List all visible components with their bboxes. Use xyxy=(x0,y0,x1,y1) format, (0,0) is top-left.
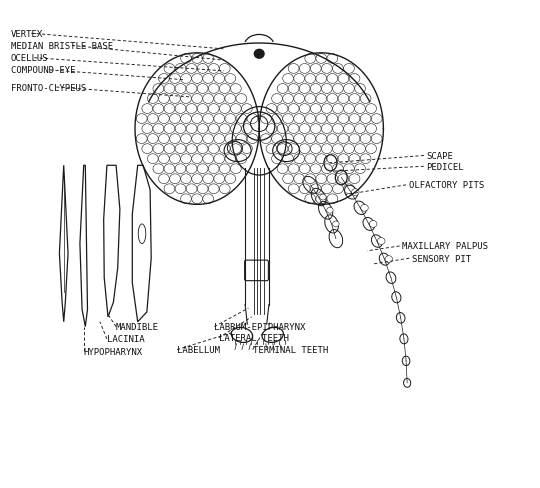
Text: MAXILLARY PALPUS: MAXILLARY PALPUS xyxy=(402,242,488,251)
Text: HYPOPHARYNX: HYPOPHARYNX xyxy=(84,347,143,356)
Text: LATERAL TEETH: LATERAL TEETH xyxy=(219,334,288,343)
Text: SCAPE: SCAPE xyxy=(427,152,454,161)
Text: VERTEX: VERTEX xyxy=(11,30,43,39)
Circle shape xyxy=(361,205,368,212)
Text: COMPOUND EYE: COMPOUND EYE xyxy=(11,66,75,75)
Circle shape xyxy=(352,189,359,196)
Circle shape xyxy=(333,222,339,227)
Text: LABRUM-EPIPHARYNX: LABRUM-EPIPHARYNX xyxy=(214,323,306,331)
Text: OLFACTORY PITS: OLFACTORY PITS xyxy=(409,181,484,190)
Circle shape xyxy=(385,256,393,263)
Circle shape xyxy=(320,195,326,201)
Text: SENSORY PIT: SENSORY PIT xyxy=(412,254,471,263)
Circle shape xyxy=(377,238,385,245)
Text: MANDIBLE: MANDIBLE xyxy=(116,323,159,331)
Circle shape xyxy=(254,50,264,59)
Text: OCELLUS: OCELLUS xyxy=(11,54,49,63)
Text: LABELLUM: LABELLUM xyxy=(177,346,220,354)
Circle shape xyxy=(369,221,377,228)
Text: LACINIA: LACINIA xyxy=(107,335,145,344)
Circle shape xyxy=(327,208,333,214)
Text: PEDICEL: PEDICEL xyxy=(427,163,464,171)
Text: TERMINAL TEETH: TERMINAL TEETH xyxy=(253,346,328,354)
Text: FRONTO-CLYPEUS: FRONTO-CLYPEUS xyxy=(11,83,86,92)
Text: MEDIAN BRISTLE BASE: MEDIAN BRISTLE BASE xyxy=(11,42,113,51)
